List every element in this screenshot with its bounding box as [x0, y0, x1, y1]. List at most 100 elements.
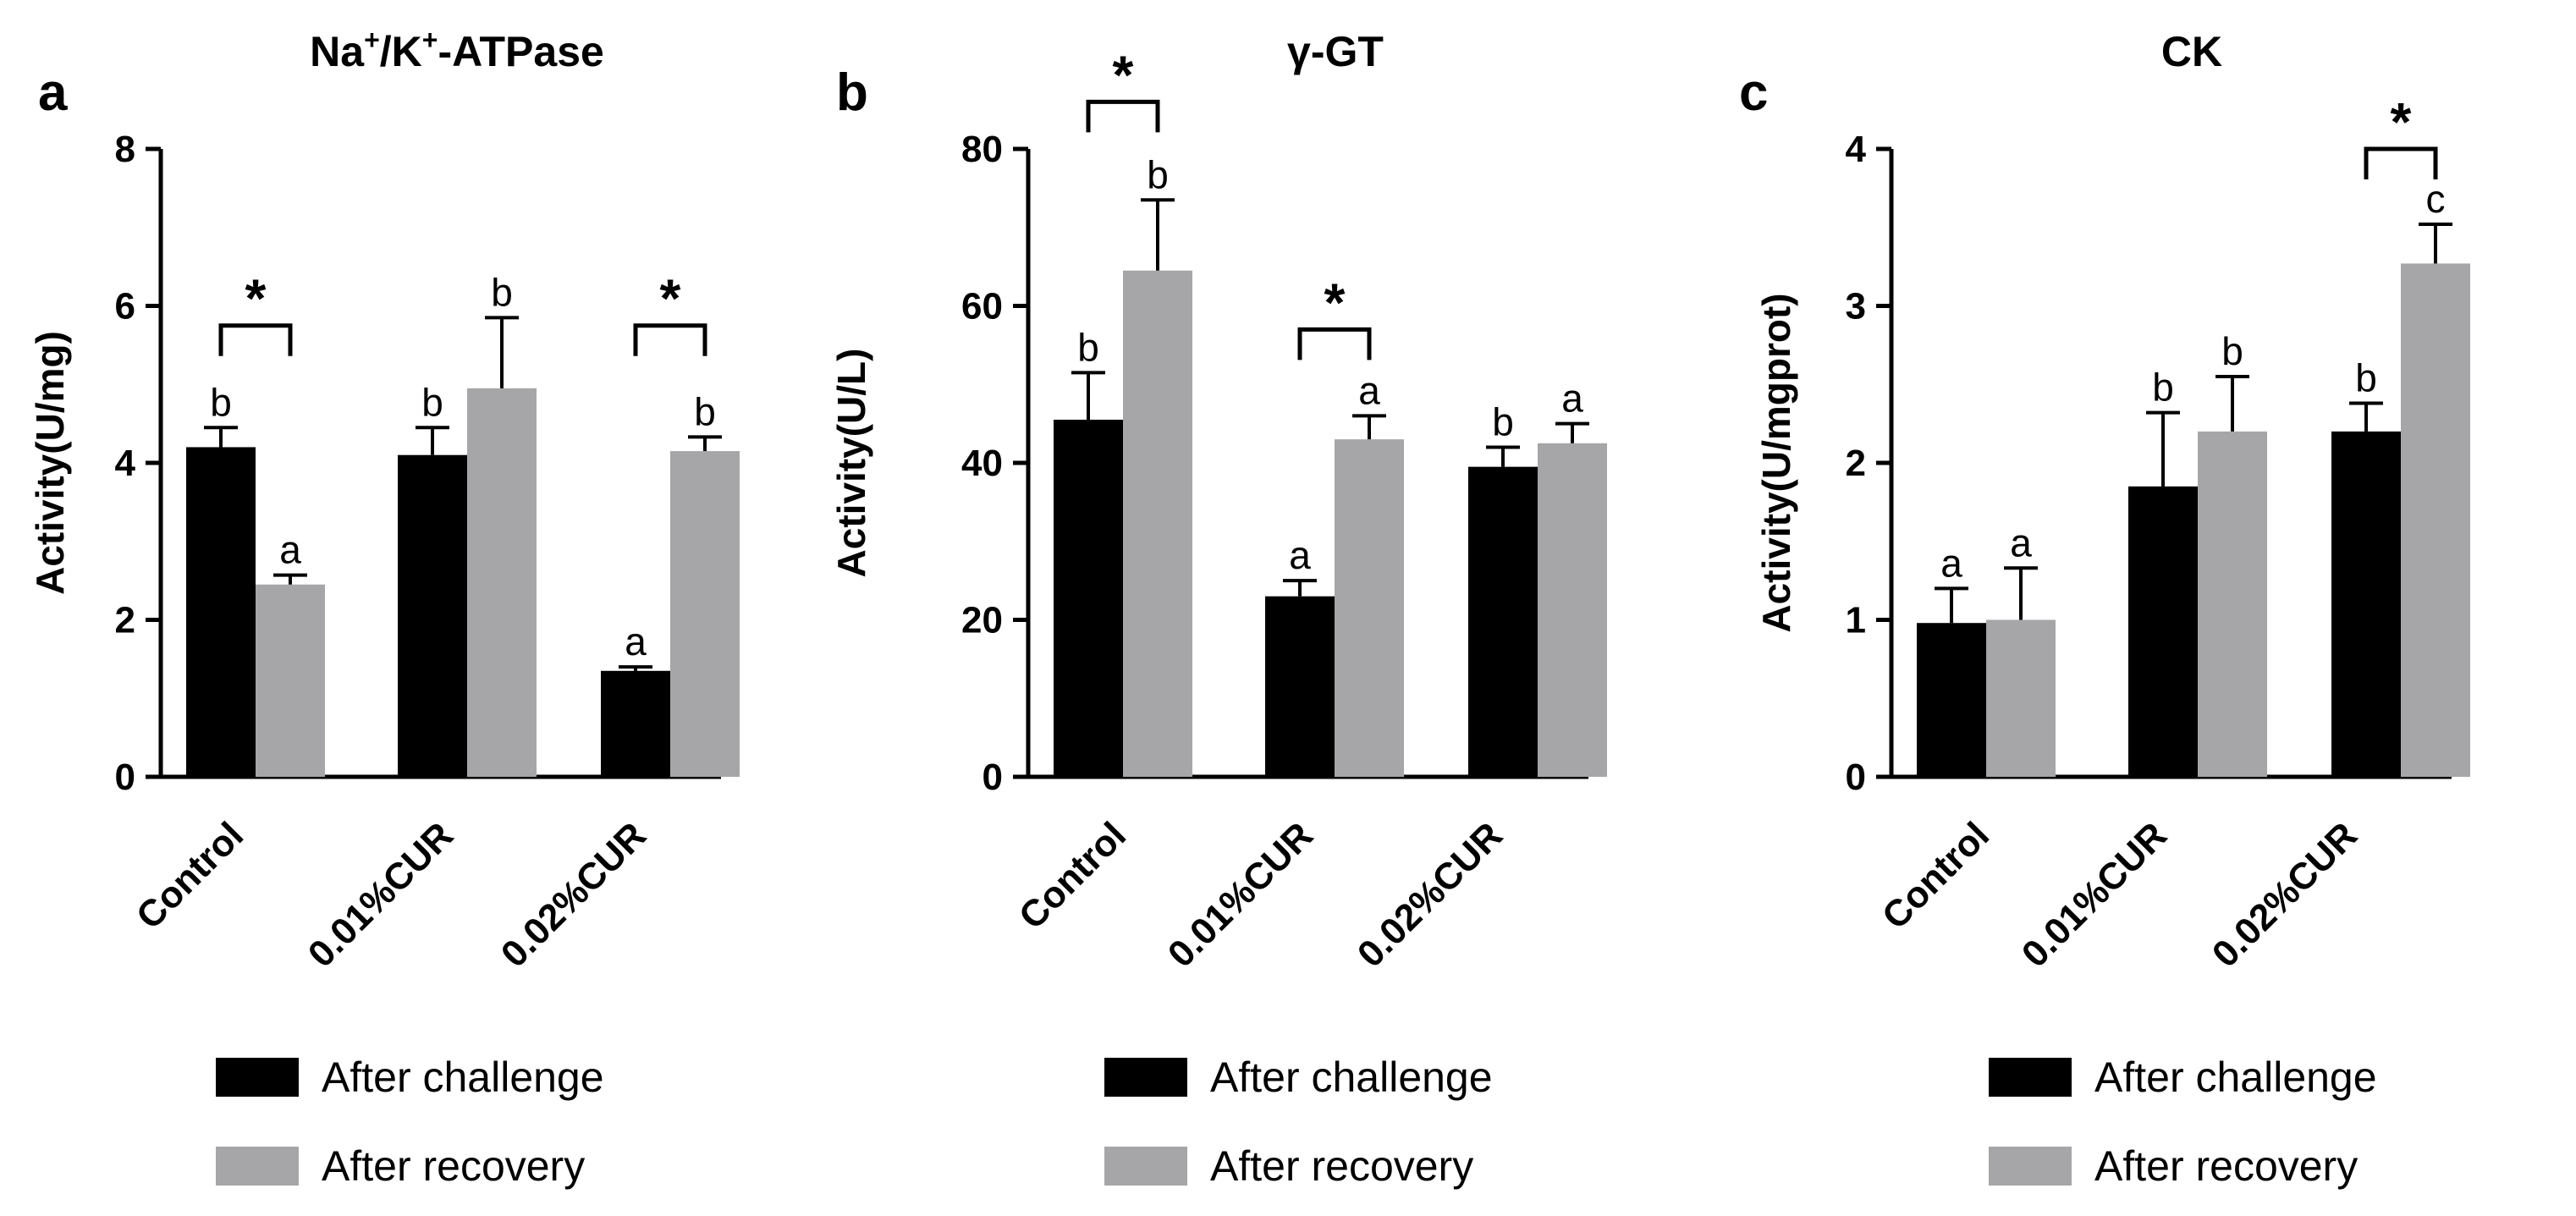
significance-letter: b — [1492, 399, 1514, 443]
bar — [1468, 466, 1538, 777]
significance-bracket — [1086, 99, 1160, 133]
x-tick-label: 0.02%CUR — [493, 814, 654, 975]
significance-letter: c — [2426, 177, 2446, 221]
significance-letter: a — [1561, 377, 1583, 421]
significance-letter: b — [1077, 325, 1099, 369]
y-tick-label: 0 — [1846, 757, 1866, 798]
chart-title: CK — [2161, 28, 2222, 75]
bar — [1335, 439, 1404, 777]
chart-title: γ-GT — [1287, 28, 1384, 75]
significance-letter: b — [694, 389, 716, 433]
significance-letter: a — [1940, 541, 1962, 585]
x-tick-label: 0.02%CUR — [2204, 814, 2365, 975]
chart-title-part: /K — [380, 28, 422, 75]
y-tick-label: 8 — [115, 129, 135, 170]
legend-label: After challenge — [2094, 1054, 2377, 1101]
significance-letter: b — [491, 270, 513, 314]
chart-panel-c: c CK 0 1 2 3 4 Activity(U/mgprot) a a Control b b 0.0… — [1739, 28, 2470, 1190]
y-tick-label: 6 — [115, 286, 135, 327]
bar — [2401, 263, 2470, 777]
chart-title: Na+/K+-ATPase — [310, 25, 604, 75]
bar — [2331, 431, 2401, 777]
x-tick-label: 0.02%CUR — [1350, 814, 1511, 975]
y-tick-label: 60 — [961, 286, 1003, 327]
significance-letter: b — [210, 380, 232, 424]
chart-panel-b: b γ-GT 0 20 40 60 80 Activity(U/L) b b Control a a 0.… — [829, 28, 1607, 1190]
significance-letter: a — [1289, 533, 1311, 577]
x-tick-label: 0.01%CUR — [1160, 814, 1321, 975]
significance-star: * — [660, 268, 681, 329]
bar — [1538, 443, 1607, 777]
significance-letter: b — [421, 380, 443, 424]
x-tick-label: Control — [1011, 814, 1134, 937]
significance-bracket — [1297, 327, 1372, 360]
panel-letter: a — [38, 63, 68, 122]
panel-letter: b — [836, 63, 868, 122]
legend-swatch — [1989, 1147, 2072, 1186]
significance-letter: a — [1358, 368, 1380, 412]
significance-star: * — [1324, 272, 1346, 333]
bar — [601, 670, 670, 777]
y-axis-label: Activity(U/L) — [829, 349, 873, 578]
y-tick-label: 4 — [1846, 129, 1867, 170]
chart-title-part: + — [364, 25, 380, 55]
chart-title-part: -ATPase — [438, 28, 603, 75]
legend-label: After recovery — [322, 1142, 585, 1190]
significance-star: * — [245, 268, 267, 329]
bar — [1917, 623, 1986, 777]
x-tick-label: 0.01%CUR — [2014, 814, 2175, 975]
y-tick-label: 3 — [1846, 286, 1866, 327]
legend-swatch — [216, 1147, 299, 1186]
legend-swatch — [1104, 1147, 1187, 1186]
x-tick-label: Control — [129, 814, 251, 937]
bar — [398, 454, 467, 777]
y-axis-label: Activity(U/mg) — [28, 331, 72, 595]
y-tick-label: 0 — [115, 757, 135, 798]
legend-swatch — [1989, 1058, 2072, 1097]
significance-letter: b — [2221, 329, 2243, 373]
bar — [2128, 486, 2198, 777]
legend-label: After recovery — [2094, 1142, 2358, 1190]
significance-star: * — [1113, 44, 1134, 105]
bar — [670, 451, 740, 777]
bar — [467, 388, 537, 777]
significance-letter: b — [1147, 152, 1169, 196]
chart-title-part: Na — [310, 28, 365, 75]
bar — [1054, 419, 1123, 777]
significance-letter: b — [2152, 366, 2174, 410]
y-tick-label: 40 — [961, 443, 1003, 484]
legend-swatch — [216, 1058, 299, 1097]
significance-bracket — [2364, 146, 2438, 179]
significance-bracket — [633, 323, 707, 356]
significance-letter: b — [2355, 356, 2377, 400]
y-tick-label: 0 — [983, 757, 1003, 798]
bar — [1123, 270, 1192, 777]
chart-title-part: + — [422, 25, 438, 55]
y-tick-label: 2 — [1846, 443, 1866, 484]
bar — [256, 584, 325, 777]
significance-letter: a — [279, 528, 301, 572]
legend-label: After challenge — [1210, 1054, 1493, 1101]
y-tick-label: 1 — [1846, 600, 1866, 641]
significance-letter: a — [625, 619, 647, 663]
x-tick-label: Control — [1874, 814, 1997, 937]
y-axis-label: Activity(U/mgprot) — [1754, 293, 1798, 632]
significance-letter: a — [2010, 520, 2032, 564]
significance-star: * — [2391, 91, 2412, 152]
legend-swatch — [1104, 1058, 1187, 1097]
bar — [186, 447, 256, 777]
x-tick-label: 0.01%CUR — [300, 814, 461, 975]
y-tick-label: 80 — [961, 129, 1003, 170]
y-tick-label: 2 — [115, 600, 135, 641]
significance-bracket — [218, 323, 293, 356]
legend-label: After recovery — [1210, 1142, 1473, 1190]
panel-letter: c — [1739, 63, 1768, 122]
legend-label: After challenge — [322, 1054, 604, 1101]
y-tick-label: 20 — [961, 600, 1003, 641]
y-tick-label: 4 — [115, 443, 136, 484]
bar — [1265, 596, 1335, 777]
bar — [1986, 619, 2056, 777]
